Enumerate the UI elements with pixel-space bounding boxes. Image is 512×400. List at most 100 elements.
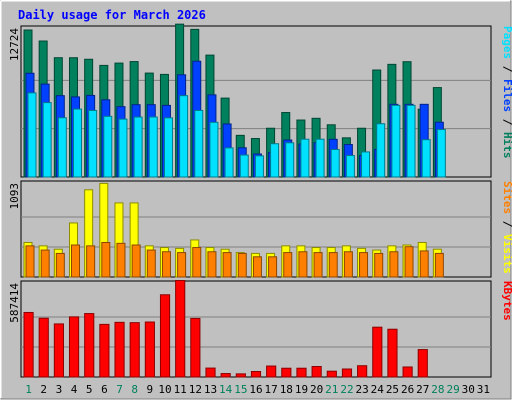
bar-pages-day-28 — [436, 129, 446, 178]
x-tick-label: 8 — [131, 383, 138, 396]
x-tick-label: 12 — [189, 383, 202, 396]
x-tick-label: 31 — [477, 383, 490, 396]
bar-kbytes-day-3 — [53, 323, 64, 378]
bar-kbytes-day-1 — [23, 311, 34, 378]
bar-sites-day-9 — [146, 249, 156, 278]
bar-pages-day-25 — [391, 104, 401, 178]
x-tick-label: 16 — [249, 383, 262, 396]
bar-pages-day-9 — [148, 116, 158, 178]
bar-kbytes-day-20 — [311, 366, 322, 378]
bar-pages-day-8 — [133, 116, 143, 178]
bar-kbytes-day-24 — [372, 326, 383, 378]
bar-kbytes-day-23 — [357, 365, 368, 378]
bar-pages-day-12 — [194, 109, 204, 178]
bar-kbytes-day-10 — [159, 294, 171, 378]
bar-kbytes-day-8 — [129, 322, 140, 378]
bar-sites-day-19 — [298, 251, 308, 278]
x-tick-label: 4 — [71, 383, 78, 396]
legend-entry-visits: Visits — [501, 234, 512, 274]
bar-sites-day-28 — [434, 252, 444, 278]
bar-sites-day-21 — [328, 252, 338, 278]
bar-kbytes-day-11 — [175, 280, 186, 378]
bar-kbytes-day-13 — [205, 367, 216, 378]
legend-separator: / — [501, 112, 512, 132]
bar-pages-day-14 — [224, 147, 234, 178]
x-tick-label: 18 — [280, 383, 293, 396]
bar-pages-day-13 — [209, 121, 219, 178]
x-tick-label: 27 — [416, 383, 429, 396]
bar-sites-day-5 — [86, 245, 96, 278]
bar-sites-day-6 — [101, 241, 111, 278]
x-tick-label: 1 — [25, 383, 32, 396]
bar-sites-day-14 — [222, 252, 232, 278]
x-tick-label: 10 — [158, 383, 171, 396]
bar-kbytes-day-9 — [144, 321, 155, 378]
panel-visits-legend: Sites / Visits — [501, 181, 512, 274]
bar-sites-day-26 — [404, 246, 414, 278]
x-tick-label: 17 — [265, 383, 278, 396]
x-tick-label: 19 — [295, 383, 308, 396]
bar-kbytes-day-21 — [326, 370, 337, 378]
legend-entry-sites: Sites — [501, 181, 512, 214]
bar-sites-day-2 — [40, 249, 50, 278]
bar-sites-day-7 — [116, 242, 126, 278]
x-tick-label: 22 — [340, 383, 353, 396]
bar-sites-day-23 — [359, 252, 369, 278]
bar-sites-day-22 — [343, 251, 353, 278]
bar-kbytes-day-14 — [220, 373, 231, 378]
bar-kbytes-day-5 — [84, 313, 95, 378]
bar-sites-day-17 — [268, 256, 278, 278]
panel-kbytes: 587414 KBytes — [8, 280, 512, 378]
bar-sites-day-13 — [207, 251, 217, 278]
x-tick-label: 7 — [116, 383, 123, 396]
x-axis-day-labels: 1 2 3 4 5 6 7 8 9 10 11 12 13 14 15 16 17 18 19 20 21 22 23 24 2… — [25, 383, 490, 396]
bar-pages-day-23 — [361, 151, 371, 178]
bar-kbytes-day-17 — [266, 365, 277, 378]
panel-hits-ymax-label: 12724 — [8, 28, 21, 61]
bar-sites-day-18 — [283, 252, 293, 278]
bar-pages-day-4 — [72, 108, 82, 178]
bar-sites-day-8 — [131, 244, 141, 278]
x-tick-label: 29 — [446, 383, 459, 396]
panel-hits: 12724 Pages / Files / Hits — [8, 23, 512, 178]
legend-entry-pages: Pages — [501, 26, 512, 59]
bar-pages-day-5 — [88, 109, 98, 178]
bar-pages-day-3 — [57, 117, 67, 178]
x-tick-label: 24 — [371, 383, 385, 396]
x-tick-label: 21 — [325, 383, 338, 396]
x-tick-label: 11 — [174, 383, 187, 396]
legend-entry-kbytes: KBytes — [501, 281, 512, 321]
bar-pages-day-7 — [118, 118, 128, 178]
x-tick-label: 15 — [234, 383, 247, 396]
bar-pages-day-18 — [285, 142, 295, 178]
bar-kbytes-day-2 — [38, 317, 49, 378]
x-tick-label: 28 — [431, 383, 444, 396]
x-tick-label: 25 — [386, 383, 399, 396]
bar-kbytes-day-7 — [114, 321, 125, 378]
bar-pages-day-27 — [421, 139, 431, 178]
panel-visits: 1093 Sites / Visits — [8, 180, 512, 278]
bar-sites-day-27 — [419, 250, 429, 278]
bar-kbytes-day-18 — [281, 367, 292, 378]
bar-pages-day-2 — [42, 102, 52, 178]
x-tick-label: 9 — [147, 383, 154, 396]
bar-pages-day-22 — [345, 155, 355, 178]
x-tick-label: 23 — [356, 383, 369, 396]
bar-kbytes-day-15 — [235, 373, 246, 378]
panel-kbytes-legend: KBytes — [501, 281, 512, 321]
bar-pages-day-11 — [179, 95, 189, 178]
bar-pages-day-1 — [27, 92, 37, 178]
panel-visits-ymax-label: 1093 — [8, 183, 21, 210]
panel-kbytes-ymax-label: 587414 — [8, 283, 21, 323]
bar-kbytes-day-25 — [387, 328, 398, 378]
bar-kbytes-day-19 — [296, 367, 307, 378]
x-tick-label: 2 — [40, 383, 47, 396]
x-tick-label: 5 — [86, 383, 93, 396]
x-tick-label: 26 — [401, 383, 414, 396]
bar-sites-day-4 — [70, 244, 80, 278]
bar-pages-day-17 — [270, 143, 280, 178]
bar-kbytes-day-26 — [402, 366, 413, 378]
bar-pages-day-20 — [315, 138, 325, 178]
bar-pages-day-15 — [239, 154, 249, 178]
